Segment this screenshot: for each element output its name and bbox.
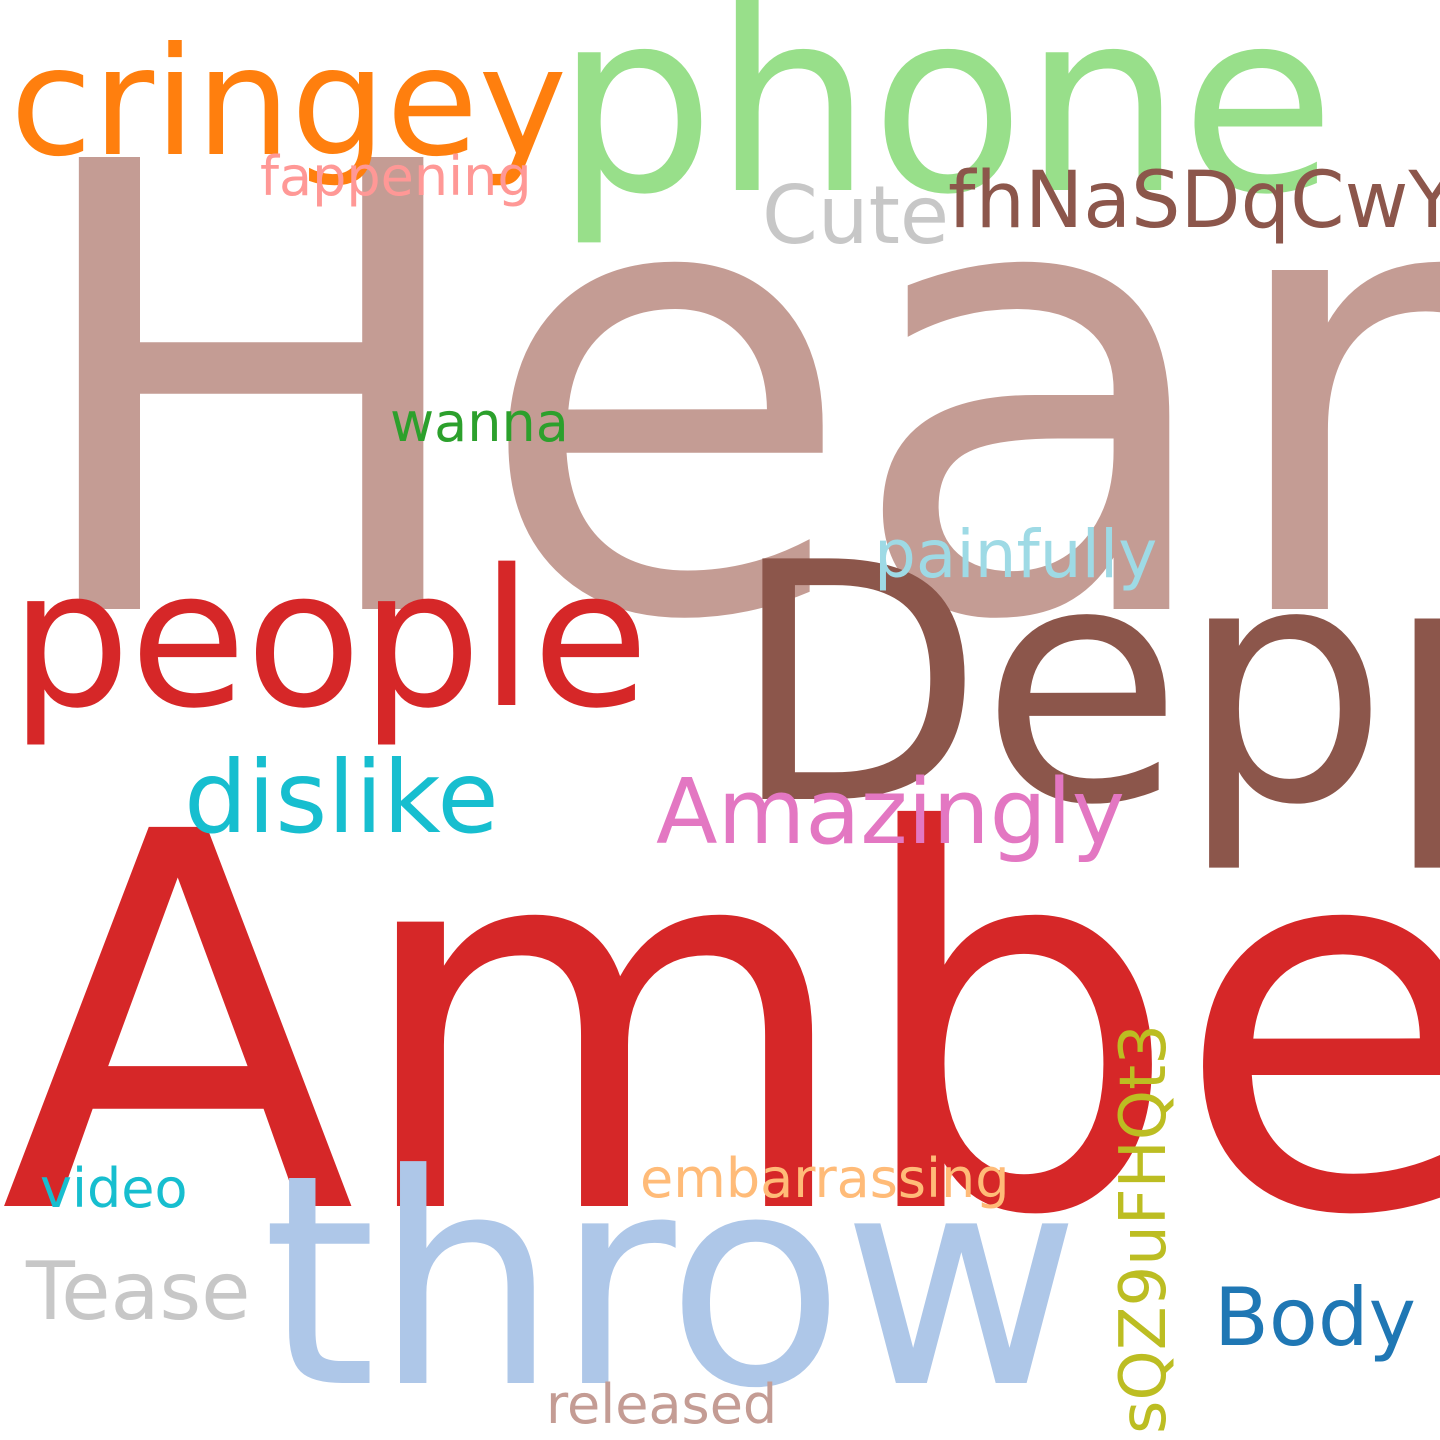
word-amber: Amber [0, 723, 1440, 1329]
word-heard: Heard [18, 35, 1440, 756]
word-body: Body [1214, 1271, 1416, 1364]
word-amazingly: Amazingly [656, 760, 1126, 865]
word-wanna: wanna [390, 391, 569, 454]
word-released: released [546, 1373, 778, 1436]
word-throw: throw [262, 1112, 1081, 1440]
word-fhnasdqcwy: fhNaSDqCwY [948, 156, 1440, 246]
word-phone: phone [555, 0, 1336, 250]
word-people: people [10, 529, 649, 750]
word-sqz9ufhqt3: sQZ9uFHQt3 [1107, 1024, 1181, 1434]
word-cute: Cute [762, 169, 950, 262]
word-cringey: cringey [10, 16, 568, 190]
word-fappening: fappening [260, 145, 532, 208]
word-painfully: painfully [874, 516, 1158, 593]
word-embarrassing: embarrassing [640, 1147, 1010, 1210]
word-dislike: dislike [184, 739, 499, 856]
word-video: video [40, 1157, 188, 1220]
word-tease: Tease [26, 1245, 251, 1338]
